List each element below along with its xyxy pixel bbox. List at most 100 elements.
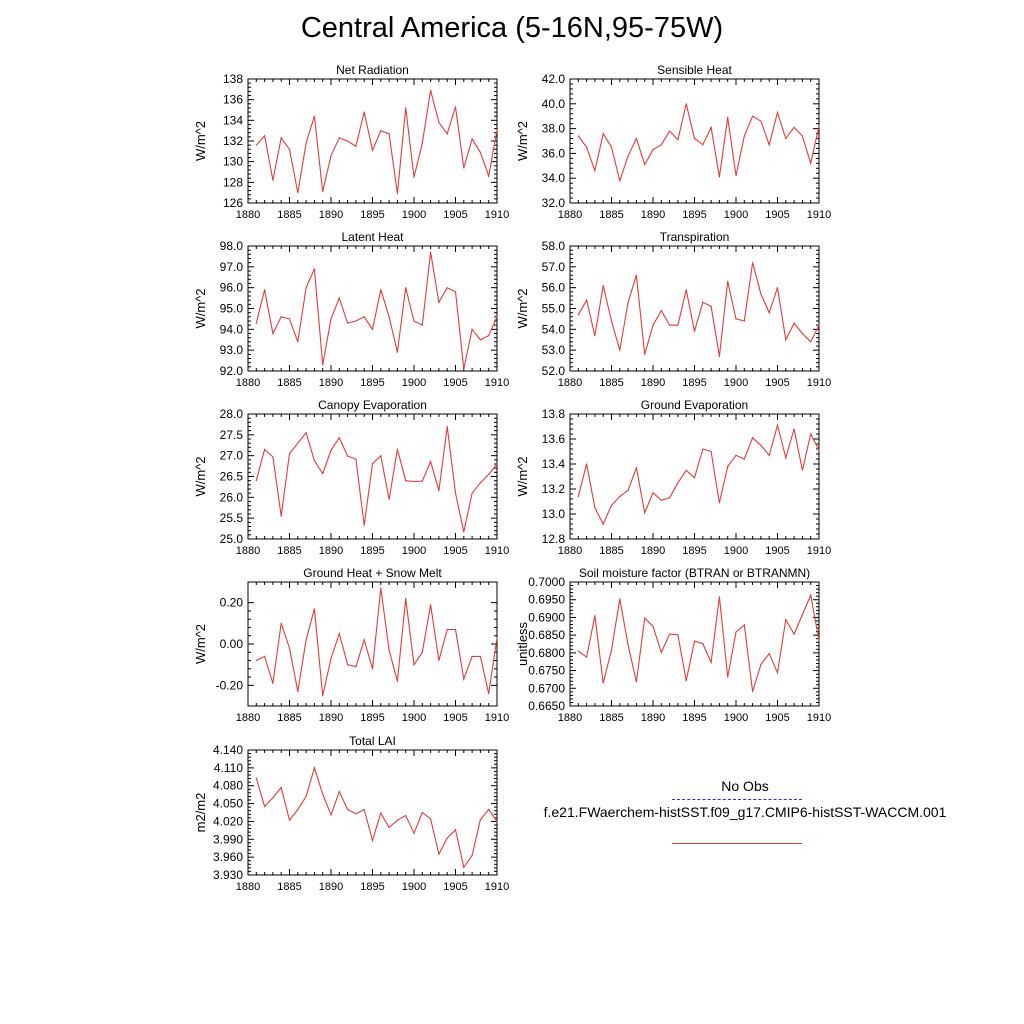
x-tick-label: 1890 <box>319 881 343 893</box>
data-point <box>760 444 762 446</box>
data-point <box>288 318 291 320</box>
data-point <box>264 805 266 808</box>
data-point <box>702 301 704 303</box>
data-point <box>280 786 282 789</box>
data-point <box>363 639 365 641</box>
y-tick-label: 3.960 <box>213 850 243 864</box>
data-point <box>577 495 579 498</box>
y-tick-label: 4.110 <box>214 761 243 775</box>
data-point <box>396 351 398 353</box>
y-tick-label: 52.0 <box>542 364 566 378</box>
x-tick-label: 1895 <box>360 377 384 389</box>
data-point <box>752 690 754 693</box>
data-point <box>743 320 745 322</box>
data-point <box>677 482 679 484</box>
x-tick-label: 1905 <box>765 377 789 389</box>
x-tick-label: 1910 <box>485 209 509 221</box>
data-point <box>635 274 638 276</box>
data-point <box>735 454 737 456</box>
data-point <box>660 651 662 654</box>
x-tick-label: 1910 <box>807 209 831 221</box>
x-tick-label: 1900 <box>724 209 748 221</box>
data-point <box>718 502 721 504</box>
data-point <box>652 625 654 627</box>
x-tick-label: 1905 <box>443 209 467 221</box>
series-line <box>255 252 498 370</box>
y-tick-label: 25.0 <box>220 532 244 546</box>
data-point <box>430 251 432 253</box>
data-point <box>446 287 448 289</box>
panel-title: Total LAI <box>349 734 396 748</box>
x-tick-label: 1890 <box>319 545 343 557</box>
data-point <box>735 631 737 633</box>
data-point <box>280 622 282 624</box>
data-point <box>305 287 307 289</box>
x-tick-label: 1895 <box>360 881 384 893</box>
data-point <box>355 458 357 460</box>
x-tick-label: 1905 <box>443 545 467 557</box>
y-tick-label: 13.6 <box>542 432 566 446</box>
data-point <box>619 495 621 498</box>
data-point <box>594 335 596 337</box>
data-point <box>793 322 795 324</box>
x-tick-label: 1890 <box>641 712 665 724</box>
data-point <box>496 129 498 131</box>
data-point <box>405 107 407 109</box>
y-tick-label: 0.00 <box>220 637 244 651</box>
data-point <box>818 639 820 642</box>
data-point <box>660 144 662 146</box>
y-tick-label: 3.990 <box>213 832 243 846</box>
panel-9: Total LAI m2/m2 1880 1885 1890 1895 1900 1905 19… <box>193 734 509 893</box>
data-point <box>710 305 712 307</box>
data-point <box>446 133 448 135</box>
data-point <box>330 318 332 320</box>
data-point <box>322 473 324 475</box>
data-point <box>768 312 770 314</box>
panel-title: Latent Heat <box>341 230 404 244</box>
y-tick-label: 132 <box>223 134 243 148</box>
y-tick-label: 57.0 <box>542 260 566 274</box>
data-point <box>693 137 696 140</box>
y-tick-label: 92.0 <box>220 364 244 378</box>
data-point <box>355 666 357 668</box>
data-point <box>305 432 307 434</box>
data-point <box>479 339 481 341</box>
data-point <box>430 89 432 91</box>
panel-title: Transpiration <box>660 230 730 244</box>
data-point <box>454 291 457 293</box>
y-tick-label: 56.0 <box>542 281 566 295</box>
data-point <box>818 449 820 451</box>
x-tick-label: 1885 <box>599 209 623 221</box>
data-point <box>454 628 457 631</box>
data-point <box>752 437 754 439</box>
data-point <box>363 524 365 526</box>
y-tick-label: 58.0 <box>542 239 566 253</box>
data-point <box>405 287 407 289</box>
x-tick-label: 1900 <box>402 377 426 389</box>
y-axis-label: W/m^2 <box>193 288 208 328</box>
data-point <box>322 793 324 795</box>
x-tick-label: 1910 <box>485 881 509 893</box>
x-tick-label: 1905 <box>765 209 789 221</box>
data-point <box>677 634 679 636</box>
data-point <box>363 316 365 318</box>
data-point <box>760 663 762 666</box>
y-tick-label: 0.7000 <box>528 575 565 589</box>
y-tick-label: 55.0 <box>542 302 566 316</box>
y-axis-label: unitless <box>515 621 530 666</box>
data-point <box>488 335 490 337</box>
y-tick-label: 0.6850 <box>528 628 565 642</box>
data-point <box>413 176 415 178</box>
data-point <box>677 139 679 141</box>
data-point <box>380 812 382 814</box>
data-point <box>413 664 415 666</box>
x-tick-label: 1885 <box>277 712 301 724</box>
x-tick-label: 1895 <box>682 712 706 724</box>
data-point <box>785 457 787 459</box>
data-point <box>371 328 374 330</box>
x-tick-label: 1880 <box>558 712 582 724</box>
data-point <box>669 497 671 499</box>
data-point <box>255 659 257 662</box>
data-point <box>272 456 274 458</box>
x-tick-label: 1890 <box>319 712 343 724</box>
